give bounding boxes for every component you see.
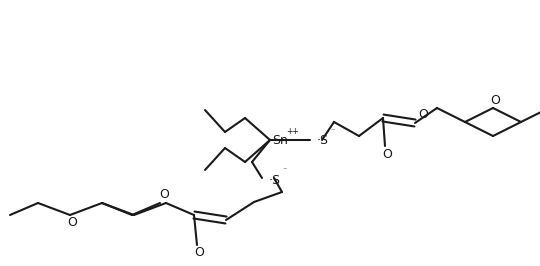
Text: O: O [194,247,204,260]
Text: O: O [159,189,169,202]
Text: O: O [418,109,428,122]
Text: O: O [382,148,392,160]
Text: ⁻: ⁻ [282,165,286,174]
Text: O: O [490,94,500,106]
Text: Sn: Sn [272,135,288,148]
Text: ++: ++ [286,127,299,136]
Text: ·S: ·S [269,173,281,186]
Text: ⁻: ⁻ [330,127,334,135]
Text: O: O [67,217,77,230]
Text: ·S: ·S [317,135,329,148]
